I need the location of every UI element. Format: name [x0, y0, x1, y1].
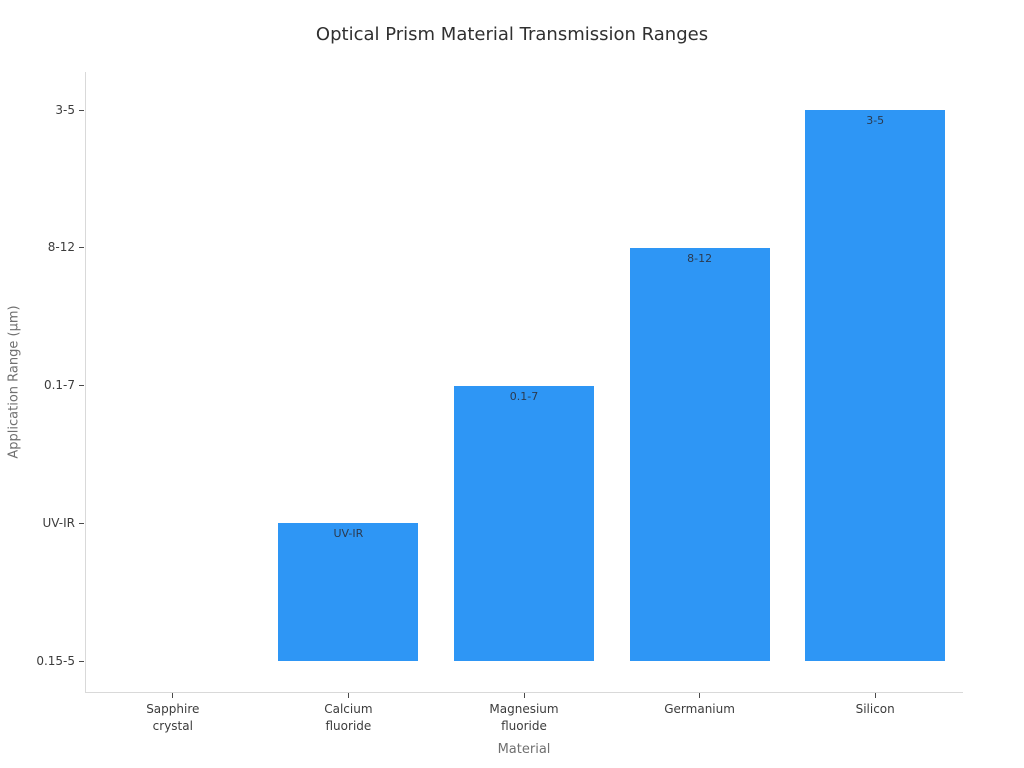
- x-tick-mark: [347, 693, 349, 698]
- x-tick-label: Magnesium fluoride: [489, 702, 559, 733]
- x-tick-mark: [172, 693, 174, 698]
- chart-title: Optical Prism Material Transmission Rang…: [315, 24, 709, 45]
- y-tick-mark: [79, 247, 84, 249]
- x-tick-label: Calcium fluoride: [324, 702, 373, 733]
- bar-germanium[interactable]: 8-12: [629, 247, 770, 661]
- y-tick-label: 8-12: [47, 240, 75, 255]
- bar-value-label: 0.1-7: [509, 389, 539, 403]
- bar-value-label: UV-IR: [333, 527, 364, 541]
- y-tick-label: UV-IR: [42, 515, 76, 530]
- y-tick-label: 0.1-7: [43, 378, 75, 392]
- x-tick-label: Sapphire crystal: [146, 702, 200, 733]
- x-axis-title: Material: [497, 742, 551, 757]
- bar-magnesium-fluoride[interactable]: 0.1-7: [454, 385, 594, 661]
- y-tick-mark: [79, 109, 84, 111]
- y-tick-mark: [79, 522, 84, 524]
- bar-silicon[interactable]: 3-5: [805, 110, 946, 661]
- bar-calcium-fluoride[interactable]: UV-IR: [278, 523, 419, 661]
- x-tick-label: Silicon: [855, 702, 895, 716]
- y-tick-mark: [79, 660, 84, 662]
- y-tick-label: 0.15-5: [36, 653, 75, 668]
- x-tick-label: Germanium: [664, 702, 735, 716]
- x-tick-mark: [874, 693, 876, 698]
- plot-area: [85, 72, 963, 693]
- y-tick-label: 3-5: [55, 102, 75, 117]
- x-tick-mark: [523, 693, 525, 698]
- y-tick-mark: [79, 385, 84, 386]
- bar-value-label: 8-12: [687, 251, 713, 265]
- x-tick-mark: [699, 693, 701, 698]
- bar-value-label: 3-5: [866, 114, 885, 127]
